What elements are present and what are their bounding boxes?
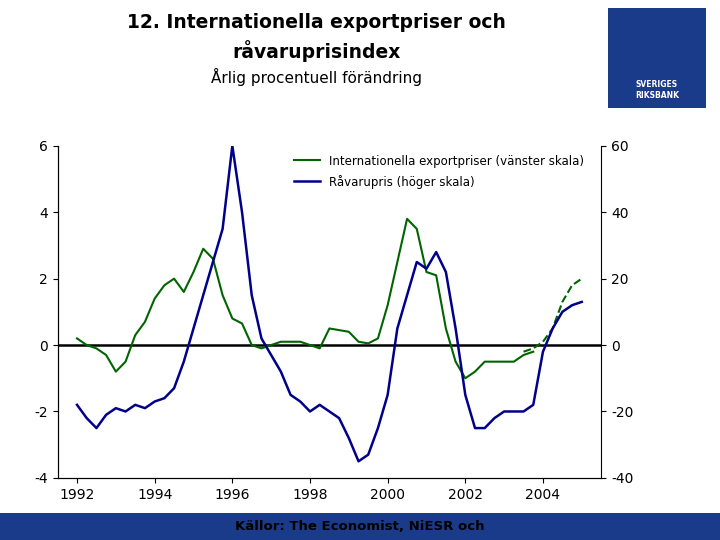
Legend: Internationella exportpriser (vänster skala), Råvarupris (höger skala): Internationella exportpriser (vänster sk… (294, 155, 585, 189)
Text: råvaruprisindex: råvaruprisindex (233, 40, 401, 63)
Text: Källor: The Economist, NiESR och: Källor: The Economist, NiESR och (235, 520, 485, 533)
Text: Årlig procentuell förändring: Årlig procentuell förändring (211, 68, 423, 85)
Text: SVERIGES
RIKSBANK: SVERIGES RIKSBANK (635, 79, 679, 100)
Text: 12. Internationella exportpriser och: 12. Internationella exportpriser och (127, 14, 506, 32)
